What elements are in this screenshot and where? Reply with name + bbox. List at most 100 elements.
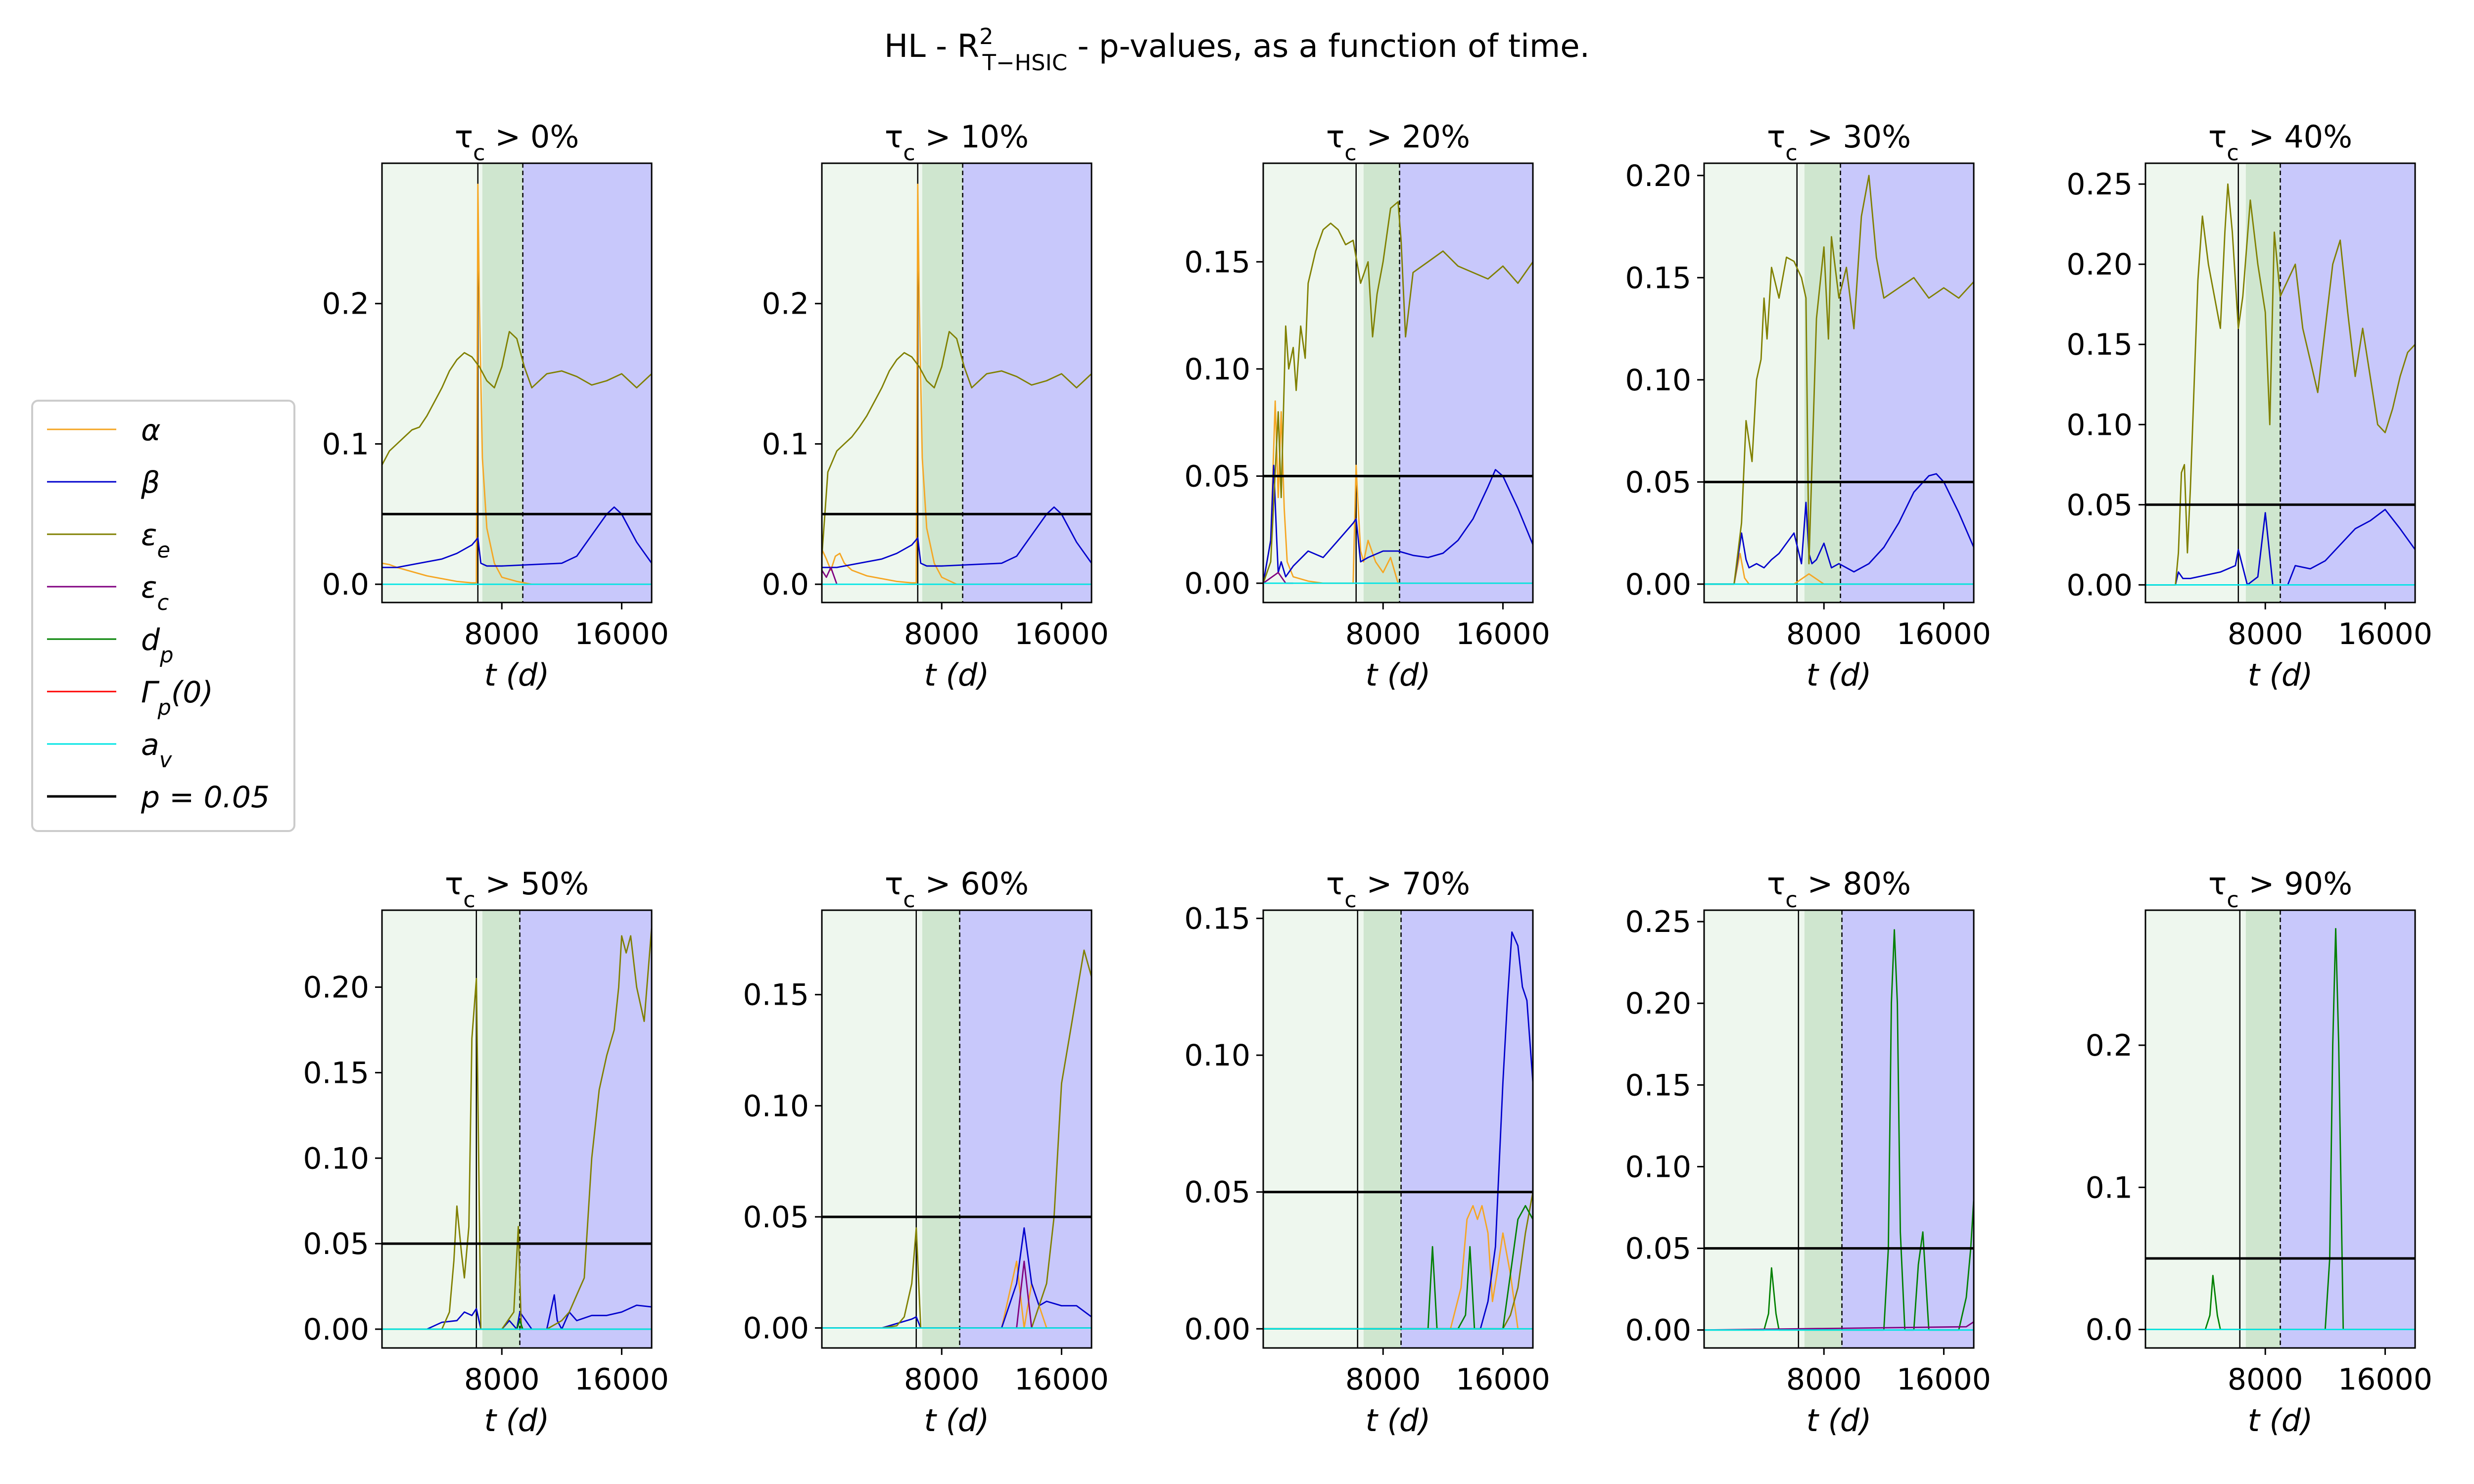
y-tick-label: 0.25	[2066, 167, 2133, 202]
subplot-panel: 0.0 0.1 0.2 8000 16000 t (d) τc > 10%	[762, 119, 1109, 693]
region-pre-light-green	[822, 910, 922, 1348]
series-line-alpha	[382, 184, 652, 585]
region-pre-light-green	[2145, 163, 2246, 603]
panel-title: τc > 80%	[1767, 866, 1911, 913]
panel-title: τc > 50%	[445, 866, 589, 913]
panel-title: τc > 10%	[885, 119, 1029, 166]
y-tick-label: 0.10	[1625, 1150, 1691, 1184]
y-tick-label: 0.00	[303, 1312, 369, 1347]
y-tick-label: 0.10	[2066, 408, 2133, 442]
y-tick-label: 0.15	[2066, 327, 2133, 362]
y-tick-label: 0.20	[1625, 986, 1691, 1021]
y-tick-label: 0.10	[1184, 1038, 1250, 1073]
series-line-eps-e	[1704, 175, 1974, 585]
region-transition-green	[2245, 910, 2281, 1348]
legend-item-eps-c: εc	[47, 570, 169, 615]
subplot-panel: 0.0 0.1 0.2 8000 16000 t (d) τc > 0%	[322, 119, 669, 693]
x-tick-label: 8000	[2228, 617, 2303, 651]
region-transition-green	[482, 910, 520, 1348]
x-tick-label: 16000	[1014, 617, 1109, 651]
legend-item-gamma-p0: Γp(0)	[47, 675, 213, 720]
y-tick-label: 0.1	[322, 427, 369, 462]
series-group	[2145, 183, 2415, 586]
panel-title: τc > 20%	[1326, 119, 1470, 166]
x-tick-label: 8000	[904, 1362, 980, 1397]
axes-frame	[1703, 909, 1975, 1349]
x-tick-label: 16000	[1014, 1362, 1109, 1397]
x-axis-label: t (d)	[2248, 657, 2313, 693]
x-axis-label: t (d)	[1366, 1402, 1431, 1438]
x-axis-label: t (d)	[924, 1402, 990, 1438]
axes-frame	[381, 909, 653, 1349]
subplot-panel: 0.00 0.05 0.10 0.15 0.20 0.25 8000 16000 t (d) τc…	[2066, 119, 2432, 693]
x-tick-label: 8000	[464, 1362, 540, 1397]
y-tick-label: 0.0	[2086, 1313, 2133, 1347]
series-group	[1263, 201, 1533, 584]
x-tick-label: 8000	[1786, 1362, 1862, 1397]
legend-label: α	[141, 413, 161, 448]
series-group	[822, 949, 1092, 1329]
legend-item-a-v: av	[47, 728, 173, 773]
region-pre-light-green	[1704, 163, 1805, 603]
y-tick-label: 0.05	[303, 1227, 369, 1261]
legend-label: εc	[141, 570, 169, 615]
y-tick-label: 0.10	[1184, 352, 1250, 387]
x-tick-label: 8000	[2228, 1362, 2303, 1397]
y-tick-label: 0.1	[2086, 1170, 2133, 1205]
figure-title: HL - R2 T−HSIC - p-values, as a function …	[884, 23, 1590, 76]
legend-label: β	[141, 465, 160, 500]
legend-item-alpha: α	[47, 413, 161, 448]
series-line-eps-e	[2145, 183, 2415, 586]
axes-frame	[381, 162, 653, 603]
x-tick-label: 8000	[1345, 617, 1421, 651]
axes-frame	[821, 909, 1093, 1349]
x-axis-label: t (d)	[924, 657, 990, 693]
y-tick-label: 0.00	[1184, 1312, 1250, 1346]
region-transition-green	[1363, 163, 1400, 603]
region-post-blue	[1399, 163, 1533, 603]
series-line-d-p	[1263, 1205, 1533, 1330]
legend-item-p-line: p = 0.05	[47, 780, 270, 815]
panel-title: τc > 40%	[2208, 119, 2352, 166]
region-pre-light-green	[1704, 910, 1805, 1348]
legend-label: Γp(0)	[141, 675, 213, 720]
subplot-panel: 0.0 0.1 0.2 8000 16000 t (d) τc > 90%	[2086, 866, 2432, 1438]
x-axis-label: t (d)	[484, 1402, 550, 1438]
legend-label: dp	[141, 623, 174, 668]
x-axis-label: t (d)	[484, 657, 550, 693]
region-post-blue	[2280, 910, 2415, 1348]
x-axis-label: t (d)	[2248, 1402, 2313, 1438]
region-post-blue	[2280, 163, 2415, 603]
axes-frame	[1262, 909, 1534, 1349]
series-line-eps-e	[822, 331, 1092, 556]
axes-frame	[821, 162, 1093, 603]
series-line-beta	[822, 506, 1092, 568]
series-group	[1704, 175, 1974, 585]
panel-title: τc > 90%	[2208, 866, 2352, 913]
y-tick-label: 0.0	[762, 567, 809, 602]
y-tick-label: 0.1	[762, 427, 809, 462]
subplot-panel: 0.00 0.05 0.10 0.15 0.20 8000 16000 t (d) τc > 5…	[303, 866, 668, 1438]
y-tick-label: 0.00	[2066, 568, 2133, 603]
region-pre-light-green	[822, 163, 922, 603]
x-tick-label: 16000	[1456, 1362, 1550, 1397]
x-tick-label: 16000	[574, 617, 669, 651]
series-group	[822, 184, 1092, 585]
series-group	[382, 927, 652, 1330]
y-tick-label: 0.15	[303, 1056, 369, 1090]
region-pre-light-green	[1263, 910, 1364, 1348]
x-tick-label: 16000	[574, 1362, 669, 1397]
series-group	[2145, 928, 2415, 1331]
axes-frame	[2144, 162, 2416, 603]
y-tick-label: 0.10	[743, 1089, 809, 1123]
series-line-beta	[382, 506, 652, 568]
x-axis-label: t (d)	[1366, 657, 1431, 693]
legend: αβ εe εc dp Γp(0) av p = 0.05	[31, 400, 295, 832]
legend-frame	[31, 400, 295, 832]
x-tick-label: 16000	[1897, 617, 1991, 651]
y-tick-label: 0.00	[1184, 566, 1250, 601]
region-pre-light-green	[382, 910, 482, 1348]
x-tick-label: 16000	[2338, 617, 2432, 651]
panel-title: τc > 30%	[1767, 119, 1911, 166]
